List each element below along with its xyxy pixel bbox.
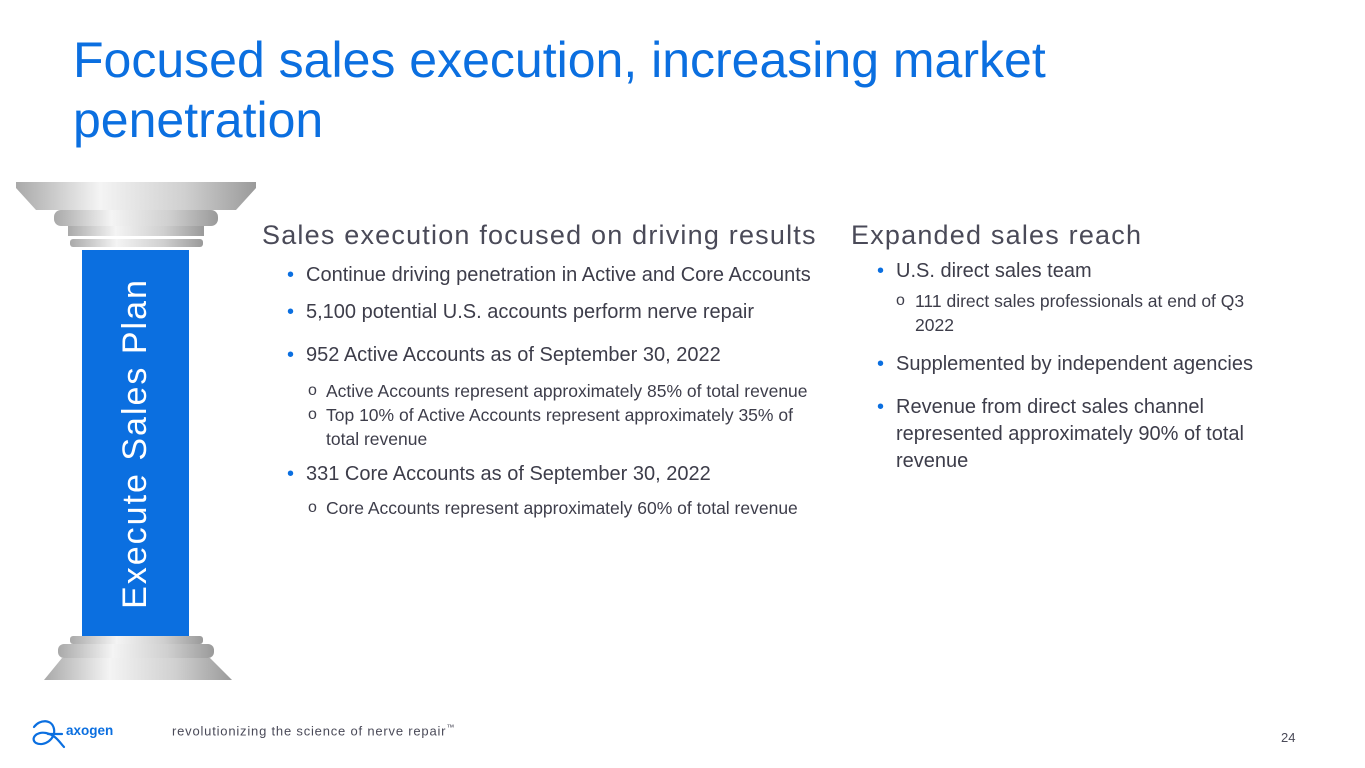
bullet-independent-agencies: Supplemented by independent agencies	[851, 351, 1321, 378]
sub-bullet-core-revenue: Core Accounts represent approximately 60…	[262, 496, 822, 520]
footer-tagline: revolutionizing the science of nerve rep…	[172, 723, 455, 738]
bullet-penetration: Continue driving penetration in Active a…	[262, 262, 822, 289]
bullet-direct-revenue: Revenue from direct sales channel repres…	[851, 394, 1276, 475]
tagline-text: revolutionizing the science of nerve rep…	[172, 723, 447, 739]
bullet-potential-accounts: 5,100 potential U.S. accounts perform ne…	[262, 299, 822, 326]
pillar-label-container: Execute Sales Plan	[82, 250, 189, 636]
bullet-active-accounts: 952 Active Accounts as of September 30, …	[262, 342, 822, 369]
page-number: 24	[1281, 730, 1296, 745]
left-column: Sales execution focused on driving resul…	[262, 218, 822, 520]
axogen-logo-icon	[32, 720, 66, 749]
bullet-core-accounts: 331 Core Accounts as of September 30, 20…	[262, 461, 822, 488]
sub-bullet-active-revenue: Active Accounts represent approximately …	[262, 379, 822, 403]
right-column: Expanded sales reach U.S. direct sales t…	[851, 218, 1321, 475]
pillar-graphic	[16, 182, 256, 680]
left-heading: Sales execution focused on driving resul…	[262, 220, 817, 250]
page-title: Focused sales execution, increasing mark…	[73, 32, 1046, 148]
logo-wordmark: axogen	[66, 723, 114, 738]
pillar-label: Execute Sales Plan	[116, 277, 154, 609]
bullet-direct-sales-team: U.S. direct sales team	[851, 258, 1321, 285]
trademark-mark: ™	[446, 723, 456, 732]
sub-bullet-direct-professionals: 111 direct sales professionals at end of…	[851, 289, 1255, 337]
right-heading: Expanded sales reach	[851, 220, 1143, 250]
sub-bullet-top-accounts: Top 10% of Active Accounts represent app…	[262, 403, 822, 451]
